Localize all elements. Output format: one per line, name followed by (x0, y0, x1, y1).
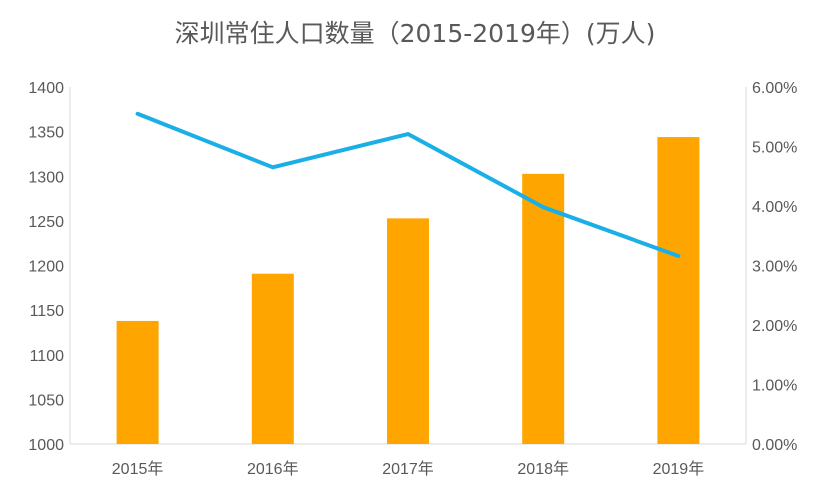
y-left-tick-label: 1300 (28, 169, 64, 186)
y-right-tick-label: 2.00% (752, 318, 797, 335)
y-left-tick-label: 1400 (28, 80, 64, 97)
bar (387, 218, 429, 444)
y-left-tick-label: 1350 (28, 125, 64, 142)
line-point (271, 166, 274, 169)
y-right-tick-label: 3.00% (752, 259, 797, 276)
line-point (542, 206, 545, 209)
y-right-tick-label: 4.00% (752, 199, 797, 216)
bar (116, 320, 159, 444)
bar (657, 137, 700, 444)
y-right-tick-label: 1.00% (752, 378, 797, 395)
y-right-tick-label: 6.00% (752, 80, 797, 97)
line-point (136, 112, 139, 115)
y-left-tick-label: 1100 (30, 348, 65, 365)
x-tick-label: 2016年 (247, 460, 299, 478)
y-left-tick-label: 1250 (28, 214, 64, 231)
x-tick-label: 2017年 (382, 460, 434, 478)
line-point (407, 133, 409, 136)
y-right-tick-label: 0.00% (752, 437, 797, 454)
y-left-tick-label: 1050 (28, 392, 64, 409)
x-tick-label: 2015年 (112, 460, 164, 478)
chart-title: 深圳常住人口数量（2015-2019年）(万人) (174, 19, 656, 48)
y-left-tick-label: 1000 (28, 437, 64, 454)
bar (522, 173, 565, 444)
y-left-tick-label: 1200 (28, 259, 64, 276)
y-left-tick-label: 1150 (30, 303, 65, 320)
x-tick-label: 2018年 (517, 460, 569, 478)
x-tick-label: 2019年 (653, 460, 705, 478)
y-right-tick-label: 5.00% (752, 140, 797, 157)
bar (251, 273, 294, 444)
line-point (677, 254, 680, 257)
